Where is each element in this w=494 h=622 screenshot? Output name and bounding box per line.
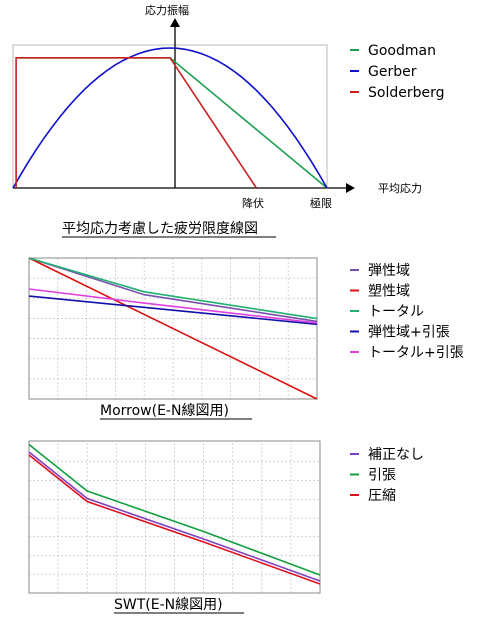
tick-label-yield: 降伏 [242, 196, 264, 210]
chart3-caption: SWT(E-N線図用) [114, 597, 223, 613]
chart1-legend-label-1: Gerber [368, 64, 417, 80]
chart2-series-3-line [28, 295, 318, 326]
chart2-legend-label-3: 弾性域+引張 [368, 325, 450, 341]
x-axis-arrow [346, 183, 355, 193]
chart2-legend-label-0: 弾性域 [368, 263, 410, 279]
fatigue-limit-chart: 応力振幅 平均応力 降伏 極限 平均応力考慮した疲労限度線図 Goodman Ge… [12, 3, 445, 238]
chart1-legend-label-2: Solderberg [368, 85, 445, 101]
x-axis-label: 平均応力 [378, 181, 422, 195]
chart2-legend-label-2: トータル [368, 304, 424, 320]
chart2-legend-label-1: 塑性域 [368, 284, 410, 300]
chart3-frame [28, 440, 321, 594]
chart2-series-0-line [28, 257, 318, 323]
chart3-series-1-line [28, 443, 321, 576]
chart2-series-1-line [28, 257, 318, 400]
chart2-legend-label-4: トータル+引張 [368, 345, 464, 361]
chart2-series-4-line [28, 288, 318, 324]
chart2-frame [28, 257, 318, 400]
chart2-series-2-line [28, 257, 318, 320]
chart1-legend-label-0: Goodman [368, 43, 436, 59]
chart2-caption: Morrow(E-N線図用) [100, 403, 229, 419]
chart1-series-0-line [16, 56, 328, 189]
y-axis-label: 応力振幅 [145, 3, 189, 17]
chart3-series-2-line [28, 454, 321, 585]
chart3-legend-label-1: 引張 [368, 468, 396, 484]
tick-label-ultimate: 極限 [310, 196, 332, 210]
chart3-series-0-line [28, 451, 321, 582]
chart1-series-1-line [12, 47, 328, 189]
y-axis-arrow [170, 18, 180, 27]
chart1-caption: 平均応力考慮した疲労限度線図 [62, 220, 258, 237]
chart1-series-2-line [15, 56, 258, 189]
chart3-legend-label-0: 補正なし [368, 447, 424, 463]
chart3-legend-label-2: 圧縮 [368, 488, 396, 504]
